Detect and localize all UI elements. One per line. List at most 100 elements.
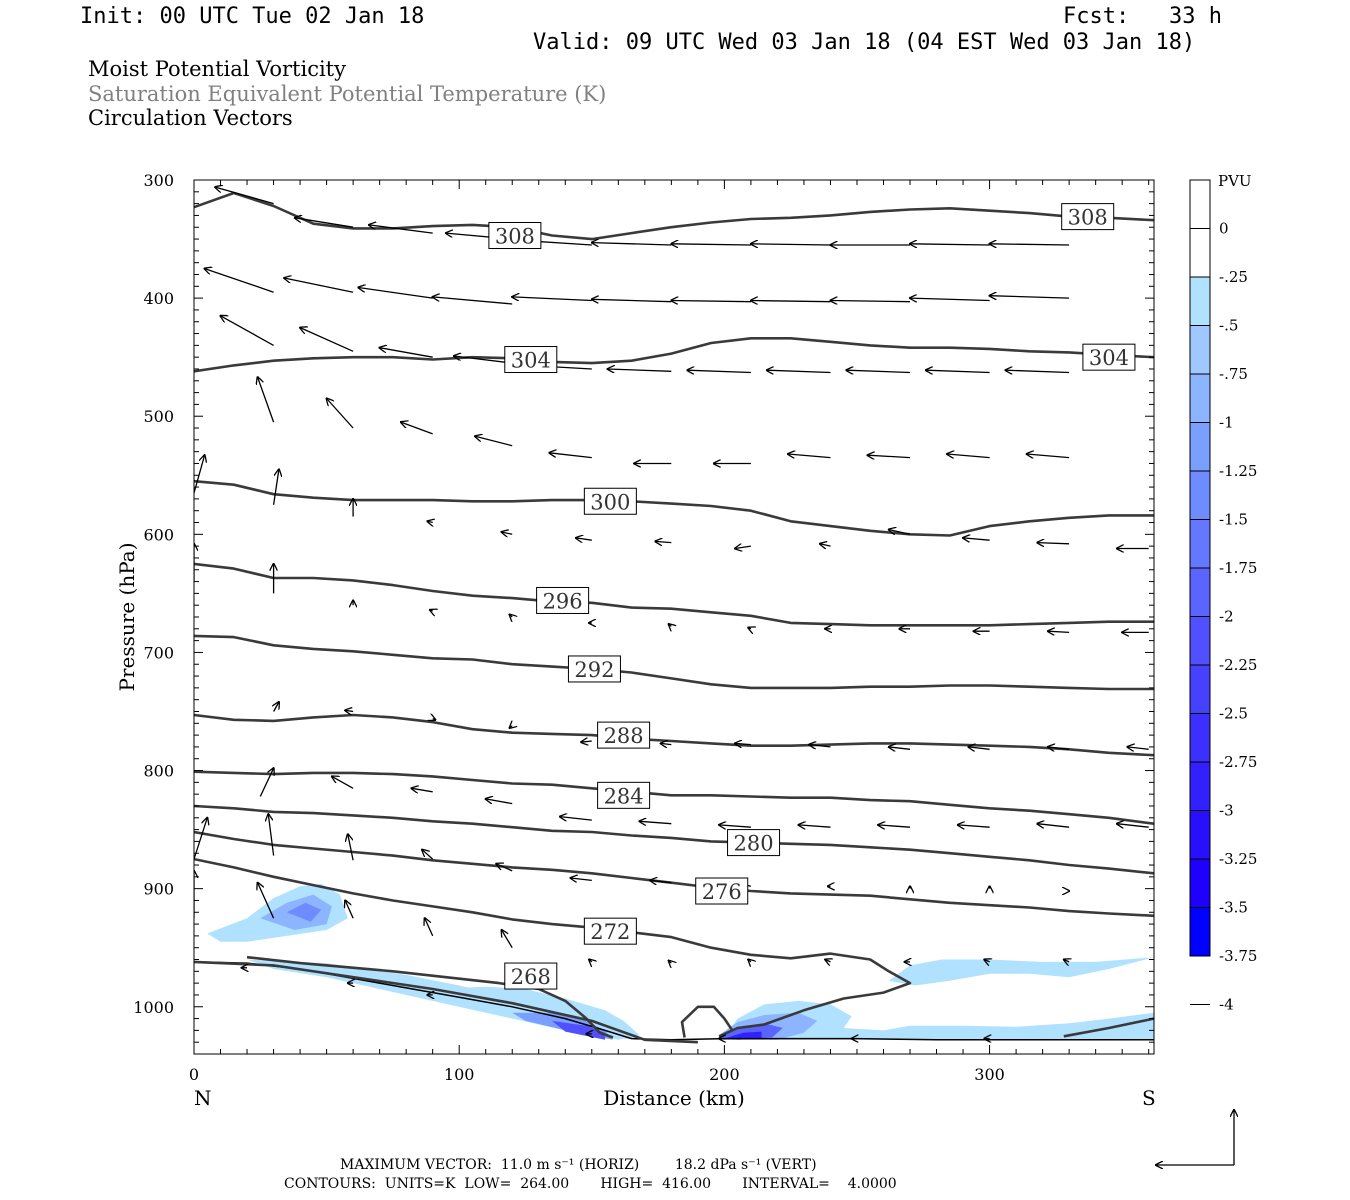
reference-vector-icon [1156,1110,1234,1165]
circulation-vector [589,960,592,962]
circulation-vector [910,298,990,300]
circulation-vector [194,818,207,860]
circulation-vector [671,301,751,302]
colorbar-label: -1.25 [1219,462,1257,480]
north-label: N [194,1086,212,1110]
circulation-vector [889,530,911,535]
circulation-vector [1037,824,1070,828]
circulation-vector [345,710,354,711]
circulation-vector [650,880,672,882]
theta-e-contour-292 [194,634,1154,691]
circulation-vector [748,960,751,962]
circulation-vector [571,878,592,880]
circulation-vector [401,422,433,435]
colorbar-cell [1190,519,1210,568]
contour-label-box [583,917,637,945]
circulation-vector [205,269,274,293]
colorbar-label: -2.75 [1219,753,1257,771]
circulation-vector [332,776,354,789]
theta-e-contour-268 [680,1005,734,1038]
circulation-vector [327,399,354,429]
circulation-vector [502,532,513,534]
colorbar-cell [1190,713,1210,762]
colorbar-label: -.75 [1219,365,1248,383]
contour-label-box [583,487,637,515]
pv-shade-region [286,902,322,922]
circulation-vector [831,301,911,302]
contour-label-box [536,586,590,614]
circulation-vector [433,297,513,305]
circulation-vector [751,301,831,302]
circulation-vector [958,825,990,827]
x-tick-label: 100 [444,1065,475,1084]
max-vector-footer: MAXIMUM VECTOR: 11.0 m s⁻¹ (HORIZ) 18.2 … [340,1157,817,1173]
contour-label-box [1082,343,1136,371]
colorbar-label: -2.5 [1219,705,1248,723]
circulation-vector [661,743,672,744]
colorbar-cell [1190,810,1210,859]
circulation-vector [369,225,433,234]
colorbar-label: -3.25 [1219,850,1257,868]
circulation-vector [719,825,751,827]
circulation-vector [221,316,274,346]
colorbar-label: -.25 [1219,268,1248,286]
contour-label: 296 [543,589,583,613]
circulation-vector [592,299,672,301]
contour-label: 280 [734,832,774,856]
colorbar-cell [1190,374,1210,423]
colorbar-cell [1190,277,1210,326]
colorbar-cell [1190,762,1210,811]
contour-label: 300 [590,490,630,514]
colorbar-label: -3 [1219,802,1234,820]
pv-shade-region [724,1031,762,1039]
circulation-vector [669,961,672,963]
circulation-vector [990,244,1070,245]
circulation-vector [475,436,513,447]
circulation-vector [560,817,592,821]
circulation-vector [422,850,434,860]
circulation-vector [735,743,751,744]
colorbar-label: -1.75 [1219,559,1257,577]
circulation-vector [671,244,751,245]
colorbar-label: -4 [1219,996,1234,1014]
y-tick-label: 700 [143,643,174,662]
contour-label: 292 [574,658,614,682]
contour-label-box [488,222,542,250]
circulation-vector [486,799,513,805]
circulation-vector [1064,960,1069,962]
y-tick-label: 800 [143,762,174,781]
circulation-vector [348,834,354,861]
circulation-vector [878,825,911,827]
circulation-vector [274,702,279,712]
colorbar-cell [1190,422,1210,471]
circulation-vector [430,610,433,611]
contour-label: 276 [702,880,742,904]
theta-e-contour-268 [1063,1017,1154,1038]
contour-label: 272 [590,920,630,944]
x-tick-label: 200 [709,1065,740,1084]
theta-e-contour-300 [194,479,1154,537]
circulation-vector [433,719,436,720]
y-tick-label: 300 [143,171,174,190]
y-tick-label: 600 [143,525,174,544]
circulation-vector [259,768,273,797]
circulation-vector [640,821,672,823]
colorbar-label: -3.5 [1219,899,1248,917]
theta-e-contour-288 [194,713,1154,757]
circulation-vector [1117,824,1149,828]
circulation-vector [990,296,1070,298]
circulation-vector [510,615,513,617]
circulation-vector [272,469,279,505]
contour-label: 268 [511,965,551,989]
y-tick-label: 500 [143,407,174,426]
init-time: Init: 00 UTC Tue 02 Jan 18 [80,4,425,29]
circulation-vector [735,546,751,548]
circulation-vector [820,544,831,546]
y-tick-label: 400 [143,289,174,308]
circulation-vector [380,348,433,358]
circulation-vector [984,960,989,962]
y-axis-label: Pressure (hPa) [115,543,139,692]
colorbar-label: -2 [1219,608,1234,626]
theta-e-contour-268 [246,955,614,1039]
theta-e-contour-268 [194,960,698,1044]
